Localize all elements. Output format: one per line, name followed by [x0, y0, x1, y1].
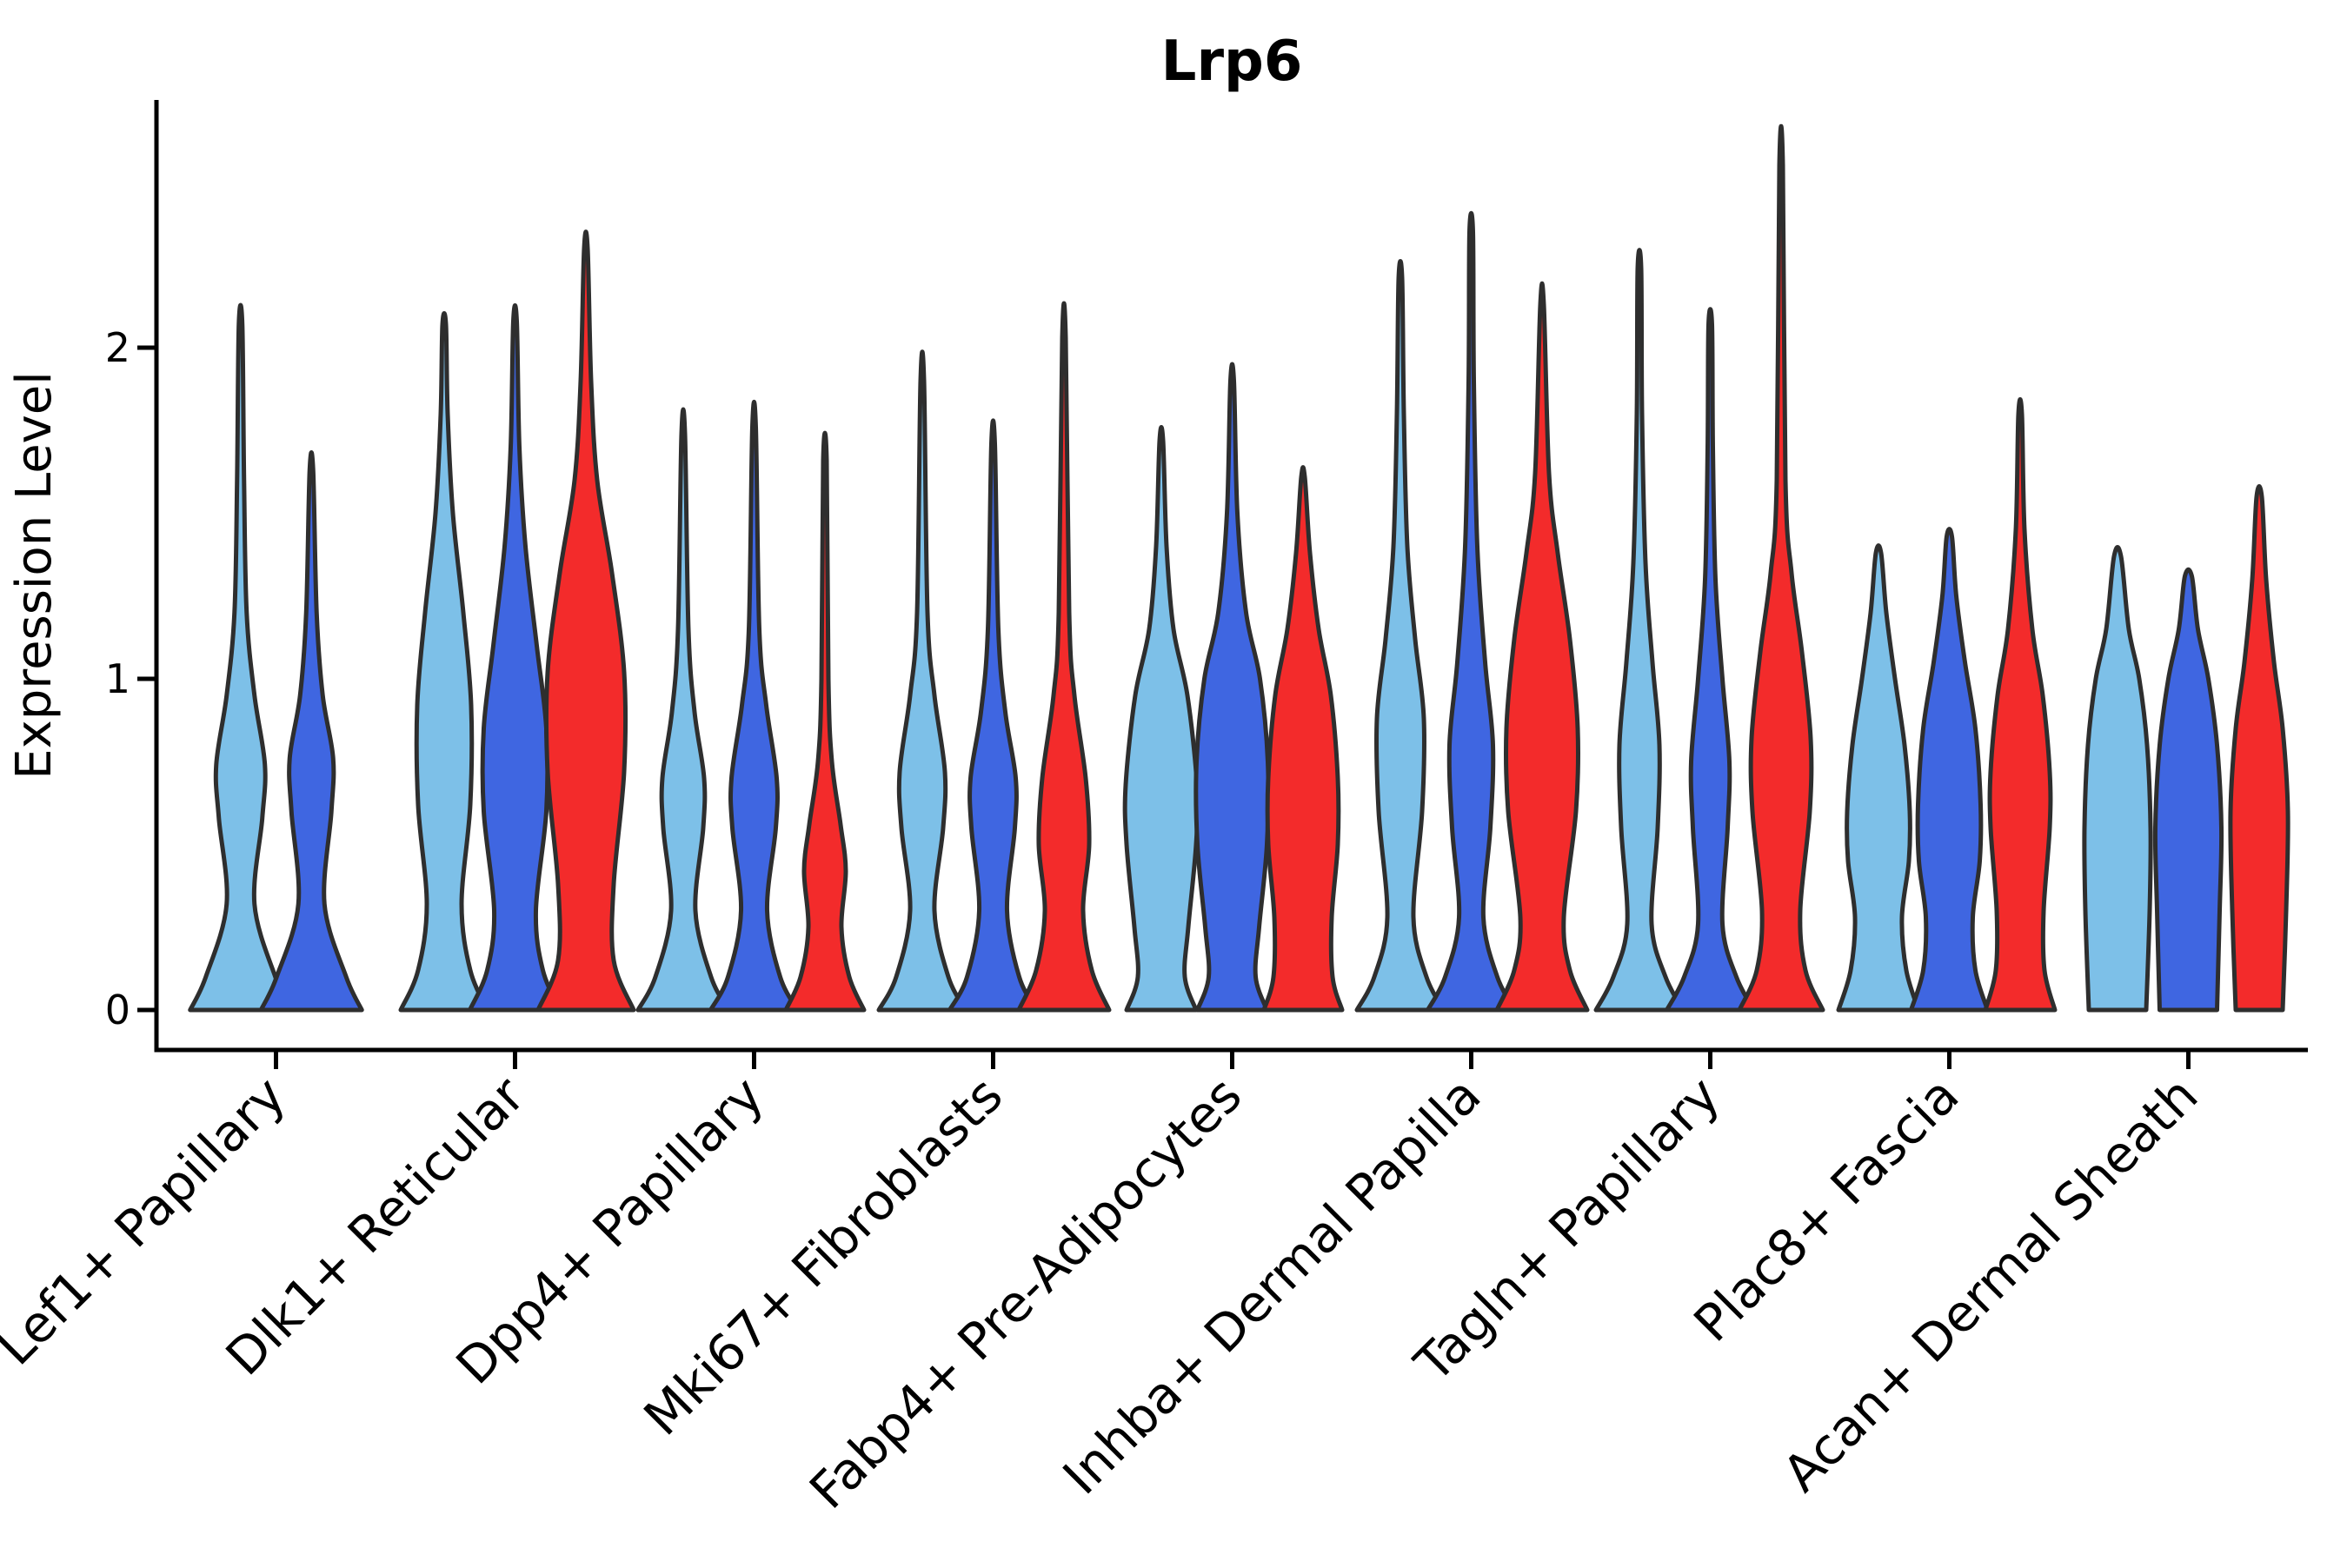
violin-mki67-fibroblasts-sample-darkblue: [947, 418, 1039, 1013]
chart-title: Lrp6: [1161, 30, 1303, 94]
y-tick-label-0: 0: [105, 987, 130, 1033]
violin-plac8-fascia-sample-darkblue: [1909, 527, 1990, 1013]
y-tick-label-1: 1: [105, 655, 130, 702]
violin-fabp4-pre-adipocytes-sample-darkblue: [1193, 362, 1271, 1013]
axes: [137, 100, 2308, 1069]
violin-fabp4-pre-adipocytes-sample-red: [1261, 465, 1345, 1013]
violin-fabp4-pre-adipocytes-sample-lightblue: [1122, 424, 1200, 1013]
violin-dlk1-reticular-sample-darkblue: [468, 302, 562, 1013]
violin-dpp4-papillary-sample-red: [783, 430, 867, 1013]
violin-plac8-fascia-sample-red: [1983, 397, 2058, 1013]
violin-dpp4-papillary-sample-lightblue: [635, 407, 731, 1013]
violin-mki67-fibroblasts-sample-red: [1016, 301, 1112, 1013]
violin-tagln-papillary-sample-lightblue: [1593, 248, 1685, 1013]
violin-acan-dermal-sheath-sample-lightblue: [2082, 545, 2153, 1013]
violin-inhba-dermal-papilla-sample-lightblue: [1354, 258, 1446, 1013]
violin-dlk1-reticular-sample-red: [535, 229, 636, 1013]
violin-dlk1-reticular-sample-lightblue: [398, 310, 490, 1013]
violin-plac8-fascia-sample-lightblue: [1836, 543, 1921, 1013]
violin-mki67-fibroblasts-sample-lightblue: [876, 349, 968, 1013]
violin-inhba-dermal-papilla-sample-red: [1494, 281, 1590, 1013]
violin-tagln-papillary-sample-red: [1737, 123, 1825, 1013]
violin-lef1-papillary-sample-lightblue: [188, 302, 294, 1013]
x-tick-label: Fabp4+ Pre-Adipocytes: [798, 1066, 1253, 1520]
violin-lef1-papillary-sample-darkblue: [258, 449, 364, 1013]
violin-acan-dermal-sheath-sample-darkblue: [2152, 567, 2224, 1013]
violins-layer: [188, 123, 2290, 1013]
y-axis-label: Expression Level: [6, 371, 63, 780]
violin-tagln-papillary-sample-darkblue: [1665, 307, 1756, 1013]
x-tick-label: Inhba+ Dermal Papilla: [1052, 1066, 1493, 1506]
y-axis-tick-labels: 0 1 2: [105, 324, 130, 1033]
violin-acan-dermal-sheath-sample-red: [2228, 484, 2290, 1013]
violin-dpp4-papillary-sample-darkblue: [708, 400, 800, 1013]
axis-spines: [154, 100, 2308, 1053]
y-tick-label-2: 2: [105, 324, 130, 371]
violin-inhba-dermal-papilla-sample-darkblue: [1426, 210, 1517, 1013]
x-tick-label: Acan+ Dermal Sheath: [1772, 1066, 2209, 1503]
